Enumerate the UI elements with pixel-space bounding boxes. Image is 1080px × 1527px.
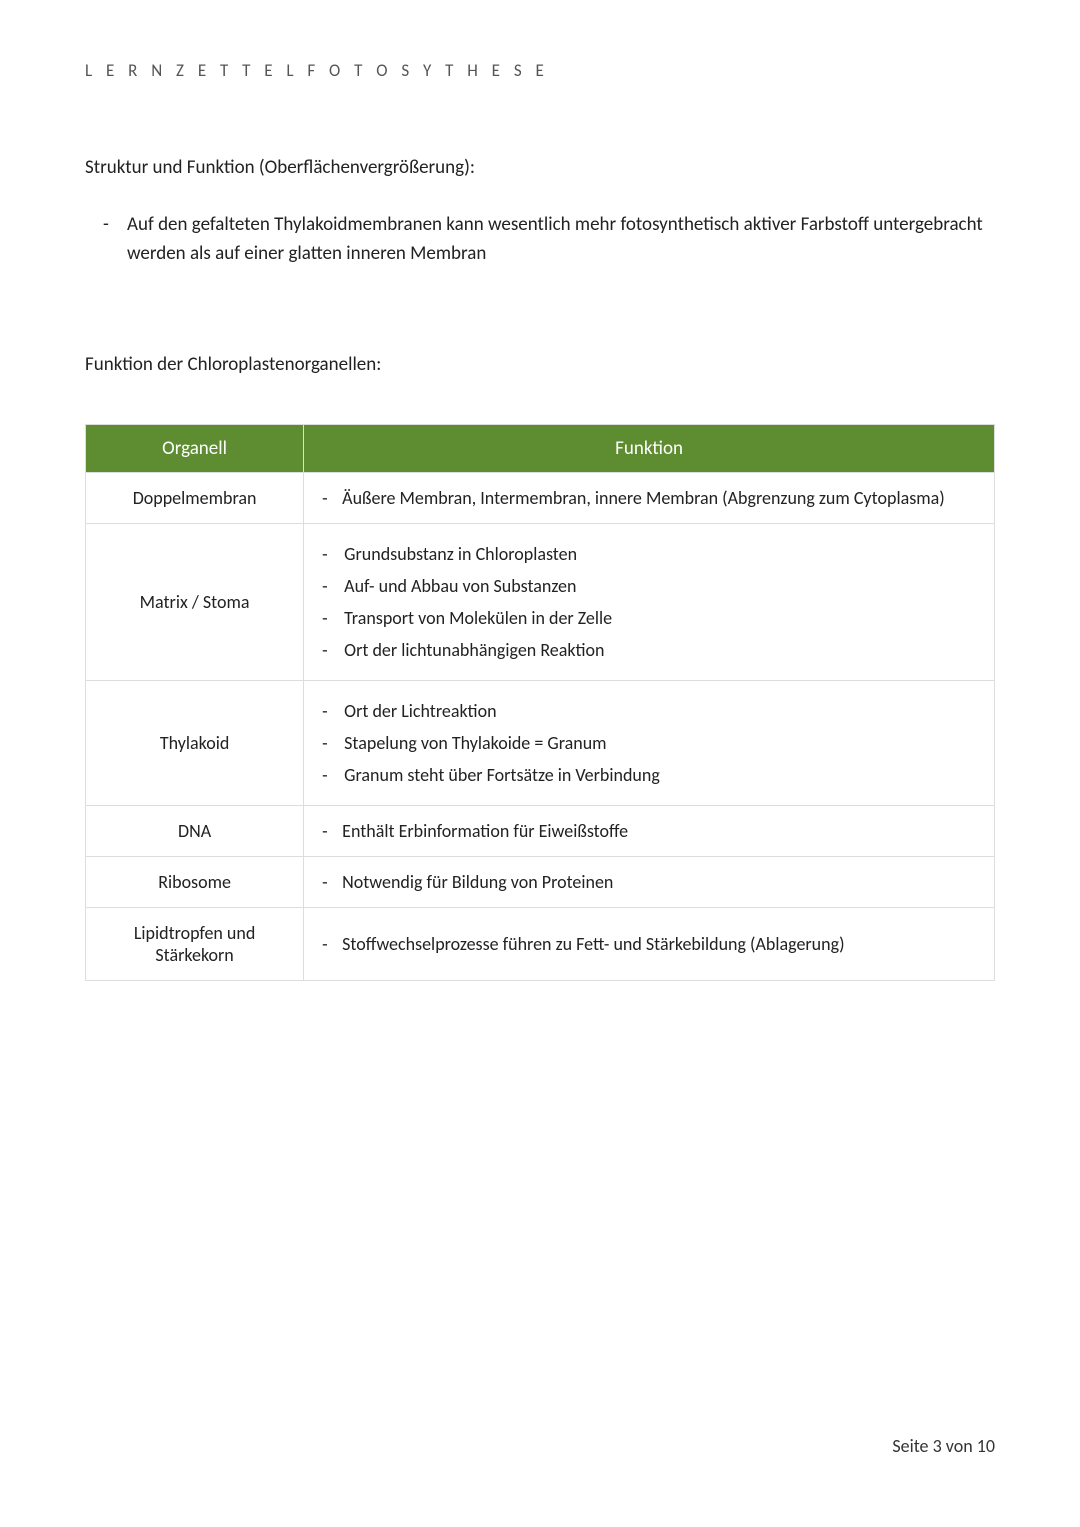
funktion-cell: -Äußere Membran, Intermembran, innere Me…	[304, 473, 995, 524]
bullet-text: Auf den gefalteten Thylakoidmembranen ka…	[127, 211, 995, 268]
list-item-text: Granum steht über Fortsätze in Verbindun…	[344, 764, 660, 786]
list-item-text: Ort der lichtunabhängigen Reaktion	[344, 639, 604, 661]
funktion-cell: -Stoffwechselprozesse führen zu Fett- un…	[304, 908, 995, 981]
dash-icon: -	[322, 575, 332, 597]
table-row: Matrix / Stoma-Grundsubstanz in Chloropl…	[86, 524, 995, 681]
table-body: Doppelmembran-Äußere Membran, Intermembr…	[86, 473, 995, 981]
organell-cell: Lipidtropfen und Stärkekorn	[86, 908, 304, 981]
list-item: -Ort der lichtunabhängigen Reaktion	[322, 634, 982, 666]
funktion-single: -Stoffwechselprozesse führen zu Fett- un…	[316, 933, 982, 955]
funktion-list: -Ort der Lichtreaktion-Stapelung von Thy…	[316, 695, 982, 791]
list-item-text: Transport von Molekülen in der Zelle	[344, 607, 612, 629]
dash-icon: -	[322, 607, 332, 629]
funktion-cell: -Ort der Lichtreaktion-Stapelung von Thy…	[304, 681, 995, 806]
list-item-text: Auf- und Abbau von Substanzen	[344, 575, 576, 597]
organell-cell: Ribosome	[86, 857, 304, 908]
list-item-text: Stapelung von Thylakoide = Granum	[344, 732, 606, 754]
list-item: -Transport von Molekülen in der Zelle	[322, 602, 982, 634]
table-header-funktion: Funktion	[304, 425, 995, 473]
table-row: Thylakoid-Ort der Lichtreaktion-Stapelun…	[86, 681, 995, 806]
dash-icon: -	[322, 820, 332, 842]
dash-icon: -	[322, 764, 332, 786]
table-row: Ribosome-Notwendig für Bildung von Prote…	[86, 857, 995, 908]
list-item: -Ort der Lichtreaktion	[322, 695, 982, 727]
funktion-cell: -Grundsubstanz in Chloroplasten-Auf- und…	[304, 524, 995, 681]
table-header-row: Organell Funktion	[86, 425, 995, 473]
dash-icon: -	[322, 933, 332, 955]
list-item-text: Grundsubstanz in Chloroplasten	[344, 543, 577, 565]
organell-cell: Thylakoid	[86, 681, 304, 806]
funktion-text: Notwendig für Bildung von Proteinen	[342, 871, 613, 893]
bullet-block: - Auf den gefalteten Thylakoidmembranen …	[85, 211, 995, 268]
funktion-single: -Enthält Erbinformation für Eiweißstoffe	[316, 820, 982, 842]
table-row: Lipidtropfen und Stärkekorn-Stoffwechsel…	[86, 908, 995, 981]
table-row: Doppelmembran-Äußere Membran, Intermembr…	[86, 473, 995, 524]
dash-icon: -	[322, 543, 332, 565]
dash-icon: -	[322, 732, 332, 754]
funktion-text: Stoffwechselprozesse führen zu Fett- und…	[342, 933, 844, 955]
list-item: -Auf- und Abbau von Substanzen	[322, 570, 982, 602]
page-footer: Seite 3 von 10	[892, 1435, 995, 1457]
funktion-single: -Äußere Membran, Intermembran, innere Me…	[316, 487, 982, 509]
section-heading-structure: Struktur und Funktion (Oberflächenvergrö…	[85, 156, 995, 179]
funktion-cell: -Notwendig für Bildung von Proteinen	[304, 857, 995, 908]
funktion-text: Äußere Membran, Intermembran, innere Mem…	[342, 487, 945, 509]
organelle-table: Organell Funktion Doppelmembran-Äußere M…	[85, 424, 995, 981]
funktion-list: -Grundsubstanz in Chloroplasten-Auf- und…	[316, 538, 982, 666]
dash-icon: -	[322, 871, 332, 893]
dash-icon: -	[322, 639, 332, 661]
organell-cell: Doppelmembran	[86, 473, 304, 524]
funktion-single: -Notwendig für Bildung von Proteinen	[316, 871, 982, 893]
list-item-text: Ort der Lichtreaktion	[344, 700, 496, 722]
table-header-organell: Organell	[86, 425, 304, 473]
table-row: DNA-Enthält Erbinformation für Eiweißsto…	[86, 806, 995, 857]
dash-icon: -	[103, 211, 115, 240]
funktion-text: Enthält Erbinformation für Eiweißstoffe	[342, 820, 628, 842]
document-header: L E R N Z E T T E L F O T O S Y T H E S …	[85, 60, 995, 81]
list-item: -Stapelung von Thylakoide = Granum	[322, 727, 982, 759]
funktion-cell: -Enthält Erbinformation für Eiweißstoffe	[304, 806, 995, 857]
list-item: -Grundsubstanz in Chloroplasten	[322, 538, 982, 570]
list-item: -Granum steht über Fortsätze in Verbindu…	[322, 759, 982, 791]
organell-cell: Matrix / Stoma	[86, 524, 304, 681]
section-heading-function: Funktion der Chloroplastenorganellen:	[85, 353, 995, 376]
bullet-item: - Auf den gefalteten Thylakoidmembranen …	[103, 211, 995, 268]
dash-icon: -	[322, 487, 332, 509]
dash-icon: -	[322, 700, 332, 722]
organell-cell: DNA	[86, 806, 304, 857]
